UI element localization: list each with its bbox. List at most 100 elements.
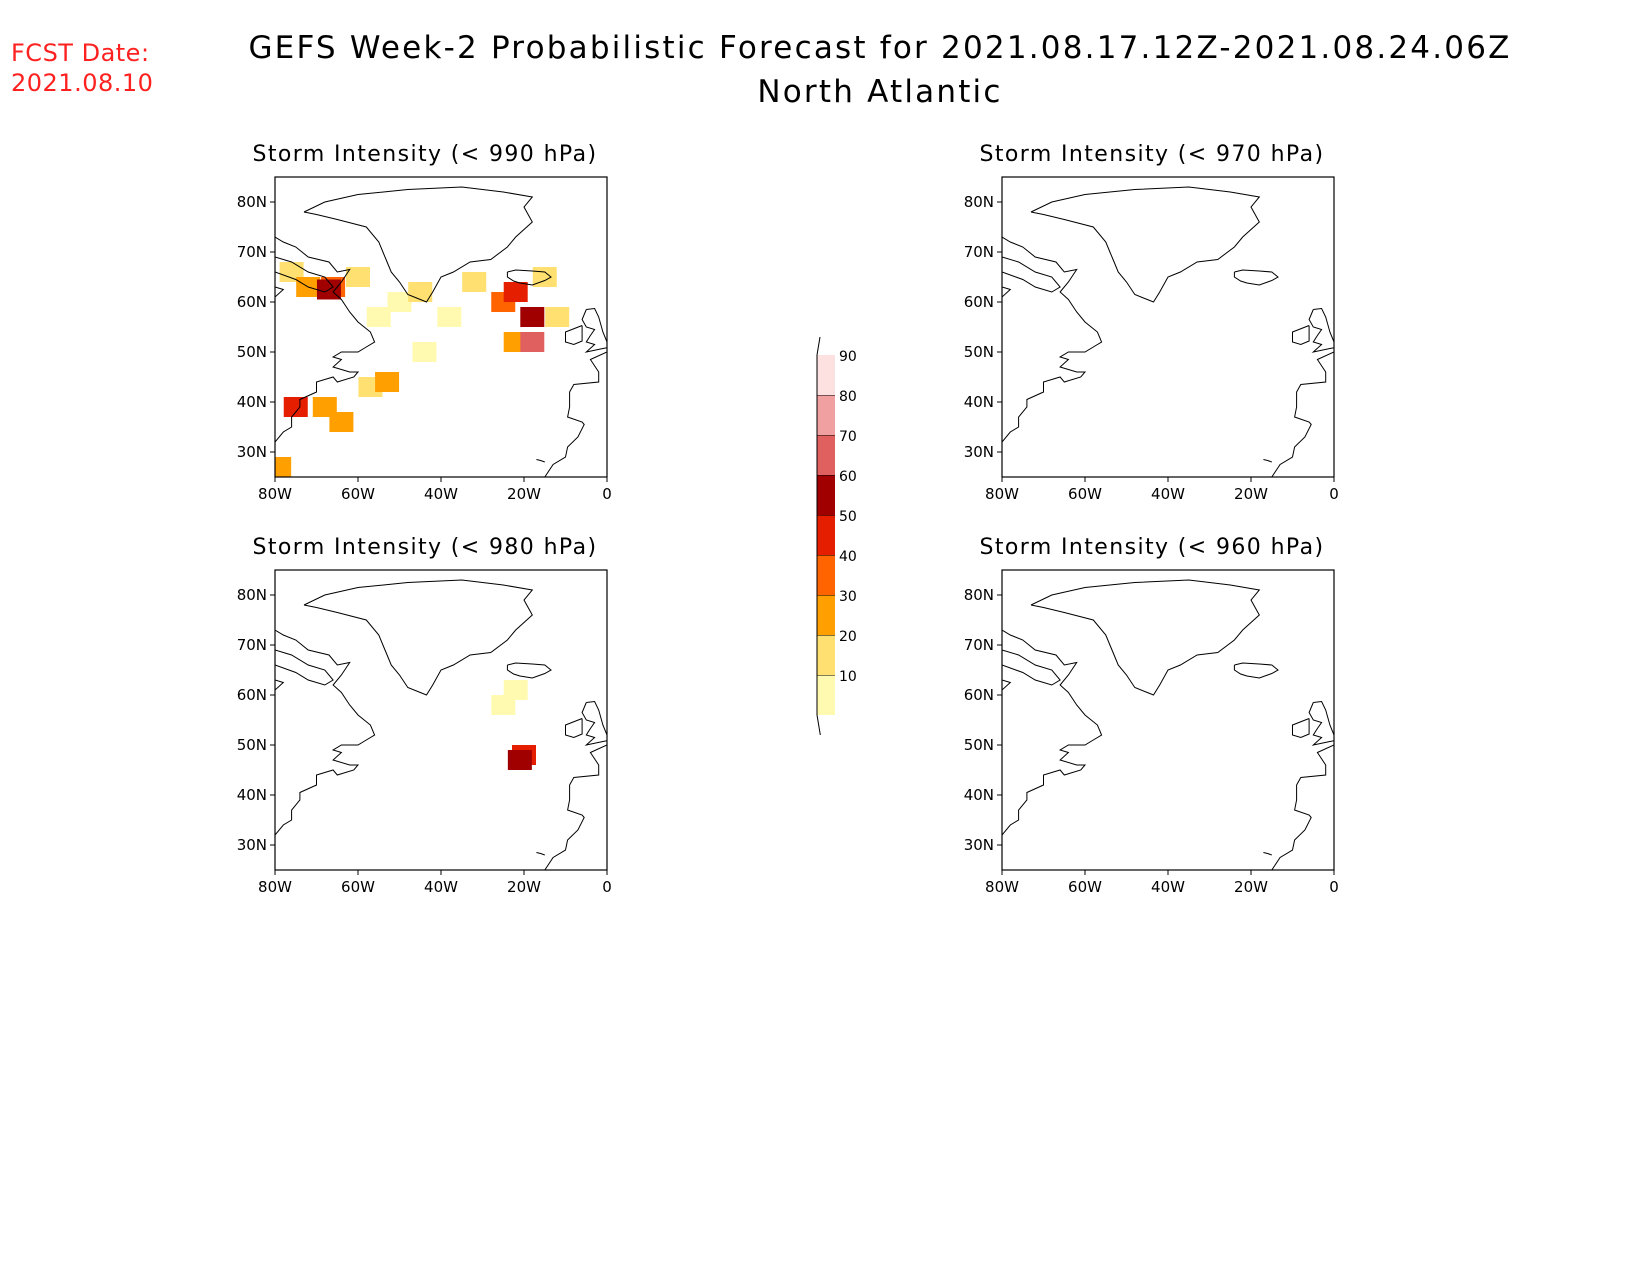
coastline <box>1002 256 1061 293</box>
probability-cell <box>503 282 528 302</box>
chart-subtitle: North Atlantic <box>757 74 1003 110</box>
lat-tick-label: 60N <box>964 686 994 704</box>
coastline <box>544 744 607 870</box>
map-frame: 80W 60W 40W 20W 0 80N 70N 60N 50N 40N 30N <box>237 569 612 896</box>
map-frame: 80W 60W 40W 20W 0 80N 70N 60N 50N 40N 30N <box>237 176 612 503</box>
coastline <box>275 679 285 691</box>
lon-tick-label: 80W <box>258 485 292 503</box>
panel-title: Storm Intensity (< 970 hPa) <box>979 142 1325 167</box>
probability-cell <box>375 372 400 392</box>
lat-tick-label: 80N <box>964 586 994 604</box>
lat-tick-label: 30N <box>964 836 994 854</box>
coastline <box>1292 718 1310 739</box>
lat-tick-label: 30N <box>237 836 267 854</box>
colorbar-segment <box>817 355 835 395</box>
coastline <box>1263 852 1272 856</box>
colorbar-label: 80 <box>839 389 857 405</box>
fcst-date-label: FCST Date: <box>11 39 150 67</box>
coastline <box>1002 649 1061 686</box>
panel-980: Storm Intensity (< 980 hPa) 80W 60W 40W 20W… <box>215 535 635 905</box>
colorbar-segment <box>817 435 835 475</box>
coastline <box>544 351 607 477</box>
colorbar-segment <box>817 675 835 715</box>
coastline <box>1002 236 1103 443</box>
coastline <box>565 718 583 739</box>
panel-990: Storm Intensity (< 990 hPa) 80W 60W 40W 20W… <box>215 142 635 512</box>
colorbar-segment <box>817 515 835 555</box>
coastline <box>275 286 285 298</box>
lat-tick-label: 60N <box>237 293 267 311</box>
lat-tick-label: 70N <box>964 636 994 654</box>
lat-tick-label: 50N <box>237 343 267 361</box>
panel-title: Storm Intensity (< 990 hPa) <box>252 142 598 167</box>
colorbar: 10 20 30 40 50 60 70 80 90 <box>816 336 857 735</box>
coastline <box>303 579 534 696</box>
lon-tick-label: 20W <box>507 878 541 896</box>
colorbar-label: 30 <box>839 589 857 605</box>
coastline <box>506 269 552 286</box>
colorbar-label: 20 <box>839 629 857 645</box>
probability-cell <box>491 695 516 715</box>
map-frame: 80W 60W 40W 20W 0 80N 70N 60N 50N 40N 30N <box>964 569 1339 896</box>
coastline <box>303 186 534 303</box>
coastline <box>1308 307 1334 353</box>
probability-cell <box>507 750 532 770</box>
fcst-date-value: 2021.08.10 <box>11 69 154 97</box>
probability-cell <box>520 307 545 327</box>
lat-tick-label: 50N <box>964 736 994 754</box>
lon-tick-label: 20W <box>1234 485 1268 503</box>
lat-tick-label: 80N <box>237 193 267 211</box>
coastline <box>506 662 552 679</box>
lon-tick-label: 0 <box>602 878 612 896</box>
probability-cell <box>462 272 487 292</box>
coastline <box>1308 700 1334 746</box>
coastline <box>565 325 583 346</box>
lon-tick-label: 20W <box>1234 878 1268 896</box>
lon-tick-label: 80W <box>985 485 1019 503</box>
coastline <box>275 629 376 836</box>
lat-tick-label: 40N <box>964 786 994 804</box>
lat-tick-label: 50N <box>964 343 994 361</box>
panel-960: Storm Intensity (< 960 hPa) 80W 60W 40W 20W… <box>942 535 1362 905</box>
coastline <box>536 852 545 856</box>
probability-cell <box>283 397 308 417</box>
lon-tick-label: 80W <box>258 878 292 896</box>
colorbar-segment <box>817 595 835 635</box>
colorbar-segment <box>817 555 835 595</box>
lon-tick-label: 60W <box>341 878 375 896</box>
probability-cell <box>520 332 545 352</box>
panel-970: Storm Intensity (< 970 hPa) 80W 60W 40W 20W… <box>942 142 1362 512</box>
panel-title: Storm Intensity (< 960 hPa) <box>979 535 1325 560</box>
coastline <box>1030 186 1261 303</box>
lon-tick-label: 40W <box>1151 878 1185 896</box>
lon-tick-label: 0 <box>1329 485 1339 503</box>
coastline <box>1002 679 1012 691</box>
lon-tick-label: 60W <box>1068 878 1102 896</box>
lon-tick-label: 80W <box>985 878 1019 896</box>
fcst-date: FCST Date: 2021.08.10 <box>11 38 153 98</box>
lat-tick-label: 40N <box>964 393 994 411</box>
coastline <box>581 307 607 353</box>
lat-tick-label: 70N <box>237 243 267 261</box>
lon-tick-label: 40W <box>424 485 458 503</box>
probability-cell <box>346 267 370 287</box>
map-frame: 80W 60W 40W 20W 0 80N 70N 60N 50N 40N 30N <box>964 176 1339 503</box>
probability-cell <box>545 307 570 327</box>
lat-tick-label: 80N <box>237 586 267 604</box>
coastline <box>581 700 607 746</box>
colorbar-label: 10 <box>839 669 857 685</box>
colorbar-label: 90 <box>839 349 857 365</box>
lat-tick-label: 30N <box>237 443 267 461</box>
colorbar-label: 50 <box>839 509 857 525</box>
colorbar-label: 40 <box>839 549 857 565</box>
coastline <box>1233 662 1279 679</box>
lat-tick-label: 60N <box>237 686 267 704</box>
coastline <box>1233 269 1279 286</box>
lon-tick-label: 20W <box>507 485 541 503</box>
lon-tick-label: 0 <box>602 485 612 503</box>
lon-tick-label: 60W <box>341 485 375 503</box>
lat-tick-label: 30N <box>964 443 994 461</box>
colorbar-label: 60 <box>839 469 857 485</box>
lon-tick-label: 40W <box>1151 485 1185 503</box>
lon-tick-label: 40W <box>424 878 458 896</box>
